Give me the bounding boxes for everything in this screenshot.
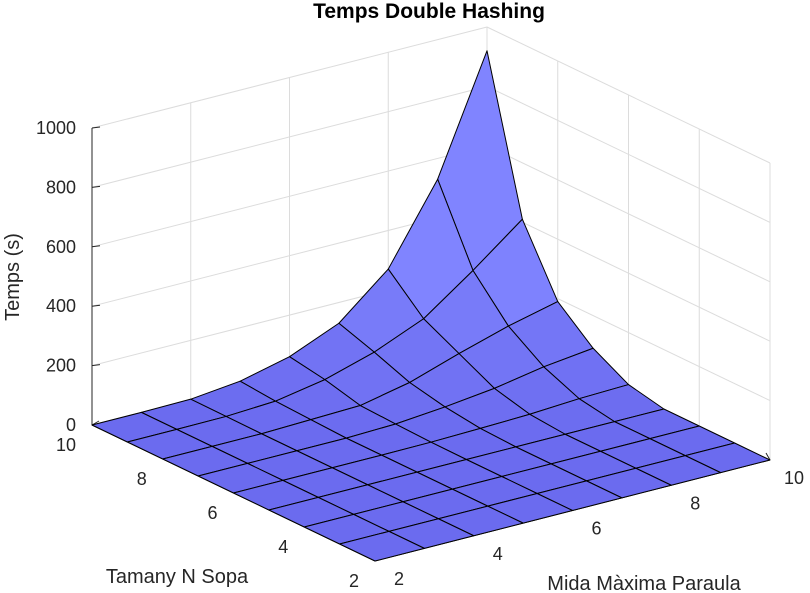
z-tick-label: 1000 (36, 118, 76, 138)
x-tick-label: 8 (690, 493, 700, 513)
y-tick-label: 6 (207, 503, 217, 523)
x-tick-label: 10 (784, 468, 804, 488)
x-tick-mark (765, 452, 771, 461)
chart-title: Temps Double Hashing (313, 0, 545, 23)
z-tick-mark (91, 304, 101, 307)
y-tick-label: 10 (56, 435, 76, 455)
z-tick-label: 600 (46, 237, 76, 257)
z-tick-mark (91, 364, 101, 367)
x-tick-label: 4 (493, 544, 503, 564)
y-tick-label: 2 (349, 571, 359, 591)
z-tick-label: 400 (46, 296, 76, 316)
y-axis-label: Tamany N Sopa (106, 566, 249, 588)
z-axis-label: Temps (s) (2, 233, 24, 321)
surface-face (339, 530, 425, 562)
x-axis-label: Mida Màxima Paraula (547, 573, 741, 593)
label-layer: Temps Double Hashing Mida Màxima Paraula… (2, 0, 742, 593)
z-tick-mark (91, 185, 101, 188)
surface-layer (91, 50, 771, 562)
z-tick-label: 0 (66, 415, 76, 435)
z-tick-label: 800 (46, 177, 76, 197)
z-tick-label: 200 (46, 356, 76, 376)
x-tick-label: 2 (394, 569, 404, 589)
y-tick-label: 8 (137, 469, 147, 489)
x-tick-label: 6 (591, 519, 601, 539)
z-tick-mark (91, 245, 101, 248)
y-tick-label: 4 (278, 537, 288, 557)
z-tick-mark (91, 126, 101, 129)
